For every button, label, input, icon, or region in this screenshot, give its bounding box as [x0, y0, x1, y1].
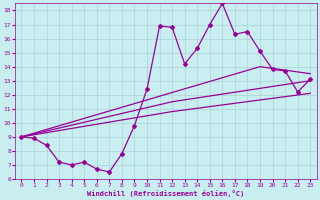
X-axis label: Windchill (Refroidissement éolien,°C): Windchill (Refroidissement éolien,°C) — [87, 190, 244, 197]
